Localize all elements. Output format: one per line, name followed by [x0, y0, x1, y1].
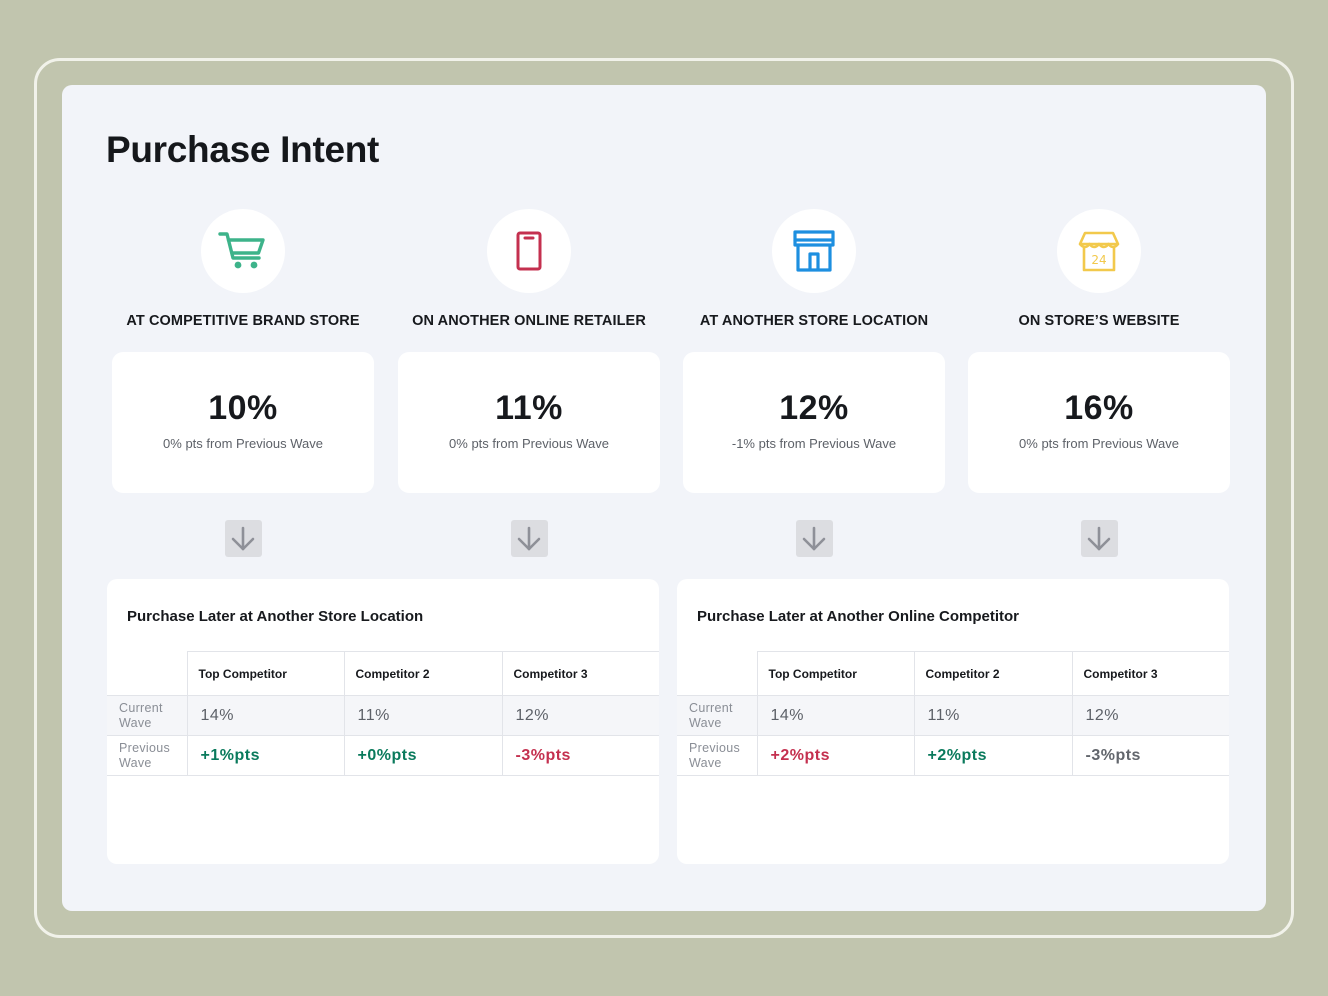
mobile-phone-icon [516, 231, 542, 271]
table-cell: +0%pts [343, 735, 503, 776]
purchase-later-online-competitor-card: Purchase Later at Another Online Competi… [677, 579, 1229, 864]
competitor-table: Top Competitor Competitor 2 Competitor 3… [107, 651, 659, 776]
storefront-icon [793, 230, 835, 272]
stat-value: 10% [208, 389, 278, 427]
expand-button[interactable] [510, 520, 548, 557]
table-header-row: Top Competitor Competitor 2 Competitor 3 [677, 651, 1229, 696]
icon-badge [201, 209, 285, 293]
table-row-previous-wave: Previous Wave +1%pts +0%pts -3%pts [107, 735, 659, 776]
row-label: Previous Wave [107, 735, 188, 776]
24-hour-store-icon: 24 [1078, 231, 1120, 272]
table-cell: -3%pts [501, 735, 659, 776]
column-header: Competitor 3 [1071, 651, 1229, 696]
table-row-current-wave: Current Wave 14% 11% 12% [107, 695, 659, 736]
row-label: Current Wave [677, 695, 758, 736]
stat-card: 11% 0% pts from Previous Wave [398, 352, 660, 493]
shopping-cart-icon [218, 232, 265, 269]
table-cell: 11% [913, 695, 1073, 736]
purchase-intent-panel: Purchase Intent AT COMPETITIVE BRAND STO… [62, 85, 1266, 911]
header-blank [107, 651, 188, 696]
stat-card: 16% 0% pts from Previous Wave [968, 352, 1230, 493]
category-label: ON STORE’S WEBSITE [1018, 313, 1180, 329]
icon-badge [487, 209, 571, 293]
stat-card: 10% 0% pts from Previous Wave [112, 352, 374, 493]
table-cell: -3%pts [1071, 735, 1229, 776]
arrow-down-icon [802, 526, 826, 550]
category-on-another-online-retailer: ON ANOTHER ONLINE RETAILER 11% 0% pts fr… [398, 209, 660, 557]
column-header: Competitor 2 [343, 651, 503, 696]
table-cell: +2%pts [913, 735, 1073, 776]
arrow-down-icon [517, 526, 541, 550]
competitor-table: Top Competitor Competitor 2 Competitor 3… [677, 651, 1229, 776]
column-header: Competitor 3 [501, 651, 659, 696]
stat-value: 16% [1064, 389, 1134, 427]
table-cell: 14% [756, 695, 915, 736]
expand-button[interactable] [224, 520, 262, 557]
stat-value: 11% [495, 389, 563, 427]
table-cell: +1%pts [186, 735, 345, 776]
table-header-row: Top Competitor Competitor 2 Competitor 3 [107, 651, 659, 696]
column-header: Competitor 2 [913, 651, 1073, 696]
table-cell: 12% [1071, 695, 1229, 736]
table-cell: +2%pts [756, 735, 915, 776]
row-label: Previous Wave [677, 735, 758, 776]
icon-badge [772, 209, 856, 293]
stat-change: -1% pts from Previous Wave [731, 436, 897, 451]
arrow-down-icon [231, 526, 255, 550]
stat-card: 12% -1% pts from Previous Wave [683, 352, 945, 493]
table-row-current-wave: Current Wave 14% 11% 12% [677, 695, 1229, 736]
category-label: ON ANOTHER ONLINE RETAILER [412, 313, 646, 329]
table-row-previous-wave: Previous Wave +2%pts +2%pts -3%pts [677, 735, 1229, 776]
category-on-stores-website: 24 ON STORE’S WEBSITE 16% 0% pts from Pr… [968, 209, 1230, 557]
expand-button[interactable] [795, 520, 833, 557]
stat-change: 0% pts from Previous Wave [449, 436, 609, 451]
category-at-another-store-location: AT ANOTHER STORE LOCATION 12% -1% pts fr… [683, 209, 945, 557]
row-label: Current Wave [107, 695, 188, 736]
arrow-down-icon [1087, 526, 1111, 550]
stat-value: 12% [779, 389, 849, 427]
stat-change: 0% pts from Previous Wave [163, 436, 323, 451]
svg-text:24: 24 [1091, 253, 1106, 267]
table-title: Purchase Later at Another Online Competi… [697, 608, 1019, 625]
category-label: AT COMPETITIVE BRAND STORE [126, 313, 360, 329]
outer-frame [34, 58, 1294, 938]
table-cell: 12% [501, 695, 659, 736]
category-label: AT ANOTHER STORE LOCATION [699, 313, 929, 329]
table-title: Purchase Later at Another Store Location [127, 608, 424, 625]
column-header: Top Competitor [756, 651, 915, 696]
icon-badge: 24 [1057, 209, 1141, 293]
page-title: Purchase Intent [106, 129, 380, 170]
table-cell: 11% [343, 695, 503, 736]
purchase-later-store-location-card: Purchase Later at Another Store Location… [107, 579, 659, 864]
expand-button[interactable] [1080, 520, 1118, 557]
table-cell: 14% [186, 695, 345, 736]
header-blank [677, 651, 758, 696]
column-header: Top Competitor [186, 651, 345, 696]
category-at-competitive-brand-store: AT COMPETITIVE BRAND STORE 10% 0% pts fr… [112, 209, 374, 557]
stat-change: 0% pts from Previous Wave [1019, 436, 1179, 451]
